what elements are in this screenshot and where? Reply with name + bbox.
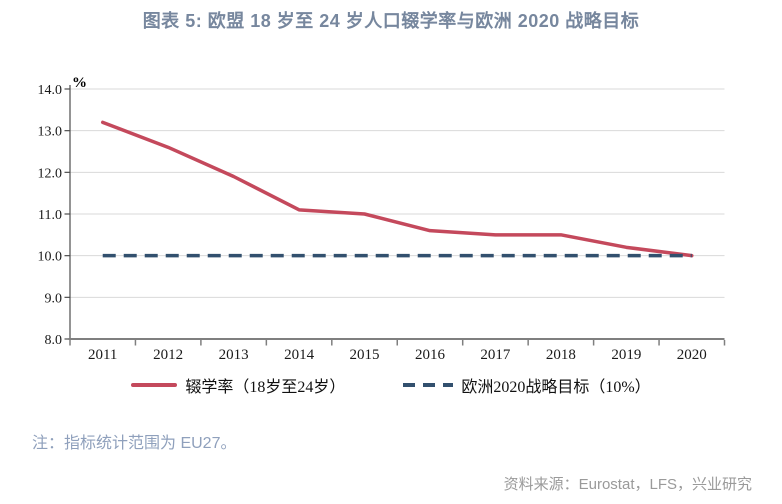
y-tick-label: 8.0 bbox=[45, 333, 63, 348]
legend-label-target: 欧洲2020战略目标（10%） bbox=[461, 379, 651, 396]
legend: 辍学率（18岁至24岁） 欧洲2020战略目标（10%） bbox=[0, 373, 782, 397]
x-tick-label: 2014 bbox=[284, 347, 315, 363]
legend-item-dropout-rate: 辍学率（18岁至24岁） bbox=[131, 373, 345, 397]
x-tick-label: 2017 bbox=[480, 347, 511, 363]
solid-line-swatch bbox=[131, 383, 178, 387]
y-tick-label: 12.0 bbox=[38, 166, 63, 181]
x-tick-label: 2016 bbox=[415, 347, 446, 363]
x-tick-label: 2019 bbox=[611, 347, 641, 363]
legend-label-dropout-rate: 辍学率（18岁至24岁） bbox=[185, 379, 346, 396]
y-axis-unit-label: % bbox=[72, 75, 87, 91]
chart-title: 图表 5: 欧盟 18 岁至 24 岁人口辍学率与欧洲 2020 战略目标 bbox=[142, 11, 640, 31]
chart-note: 注：指标统计范围为 EU27。 bbox=[32, 435, 237, 452]
x-tick-label: 2011 bbox=[88, 347, 117, 363]
x-tick-label: 2020 bbox=[677, 347, 707, 363]
y-tick-label: 10.0 bbox=[38, 250, 63, 265]
legend-item-target: 欧洲2020战略目标（10%） bbox=[403, 373, 651, 397]
x-tick-label: 2012 bbox=[153, 347, 183, 363]
x-tick-label: 2015 bbox=[350, 347, 380, 363]
x-tick-label: 2013 bbox=[219, 347, 249, 363]
y-tick-label: 9.0 bbox=[45, 291, 63, 306]
series-solid bbox=[100, 120, 694, 258]
y-tick-label: 11.0 bbox=[38, 208, 62, 223]
y-tick-label: 14.0 bbox=[38, 83, 63, 98]
dashed-line-swatch bbox=[403, 383, 454, 387]
y-tick-label: 13.0 bbox=[38, 125, 63, 140]
x-tick-label: 2018 bbox=[546, 347, 576, 363]
data-source: 资料来源：Eurostat，LFS，兴业研究 bbox=[503, 476, 752, 493]
line-chart: 14.0 13.0 12.0 11.0 10.0 9.0 8.0 2011 2012 2013 20… bbox=[38, 75, 726, 363]
